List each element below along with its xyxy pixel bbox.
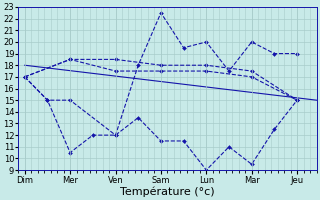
X-axis label: Température (°c): Température (°c)	[120, 186, 215, 197]
